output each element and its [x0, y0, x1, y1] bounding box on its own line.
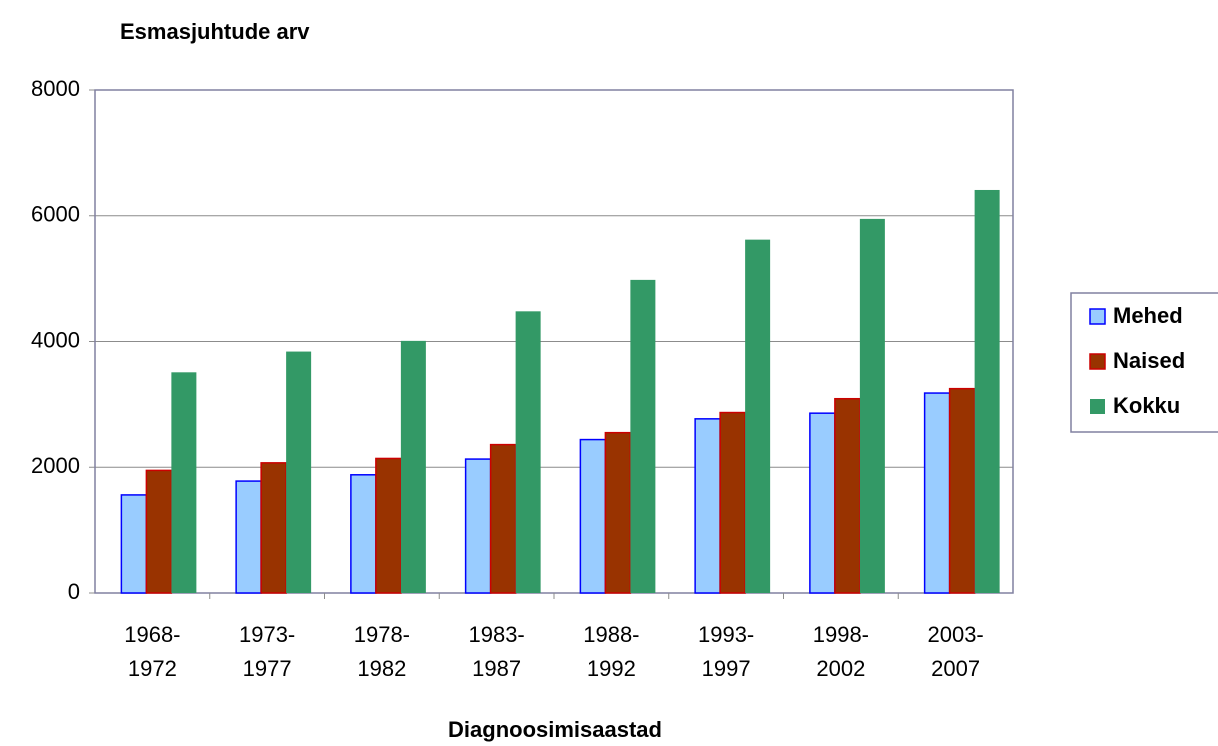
bar [948, 387, 976, 594]
legend-label: Naised [1113, 348, 1185, 373]
bar [400, 340, 426, 593]
bar [515, 311, 541, 593]
y-tick-label: 8000 [31, 76, 80, 101]
bar [350, 474, 377, 594]
bar [630, 279, 656, 593]
x-tick-label: 1983- 1987 [468, 622, 524, 681]
bar [834, 397, 861, 594]
bar [604, 431, 632, 594]
bar [923, 392, 951, 594]
legend-label: Mehed [1113, 303, 1183, 328]
x-tick-label-line: 1998- [813, 622, 869, 647]
bar [171, 372, 197, 593]
bar [375, 457, 402, 594]
x-tick-label: 1973- 1977 [239, 622, 295, 681]
bar [974, 189, 1000, 593]
x-tick-label-line: 1997 [702, 656, 751, 681]
bar [809, 412, 836, 594]
x-tick-label-line: 1978- [354, 622, 410, 647]
bar [745, 239, 771, 593]
y-tick-label: 4000 [31, 327, 80, 352]
x-tick-label-line: 1983- [468, 622, 524, 647]
x-tick-label-line: 1987 [472, 656, 521, 681]
chart-title: Esmasjuhtude arv [120, 19, 310, 44]
x-tick-label-line: 1988- [583, 622, 639, 647]
x-tick-label: 1993- 1997 [698, 622, 754, 681]
x-tick-label-line: 1973- [239, 622, 295, 647]
x-tick-label-line: 1982 [357, 656, 406, 681]
bar [489, 443, 517, 594]
legend-swatch [1089, 308, 1106, 325]
x-tick-label: 1978- 1982 [354, 622, 410, 681]
bar [120, 494, 148, 594]
bar [694, 418, 721, 594]
bar [579, 438, 607, 594]
legend-label: Kokku [1113, 393, 1180, 418]
y-tick-label: 6000 [31, 202, 80, 227]
y-tick-label: 0 [68, 579, 80, 604]
bar [286, 351, 312, 593]
bar [235, 480, 262, 594]
legend-swatch [1090, 399, 1105, 414]
x-tick-label: 1988- 1992 [583, 622, 639, 681]
x-tick-label: 2003- 2007 [927, 622, 983, 681]
bar [145, 469, 173, 594]
bar [719, 411, 746, 594]
x-tick-label-line: 1993- [698, 622, 754, 647]
x-tick-label-line: 1972 [128, 656, 177, 681]
x-tick-label: 1998- 2002 [813, 622, 869, 681]
x-tick-label: 1968- 1972 [124, 622, 180, 681]
x-tick-label-line: 2003- [927, 622, 983, 647]
x-tick-label-line: 2002 [816, 656, 865, 681]
x-tick-label-line: 2007 [931, 656, 980, 681]
x-axis-title: Diagnoosimisaastad [448, 717, 662, 742]
bar [260, 462, 287, 594]
bar [859, 218, 885, 594]
x-tick-label-line: 1992 [587, 656, 636, 681]
x-tick-label-line: 1968- [124, 622, 180, 647]
y-tick-label: 2000 [31, 453, 80, 478]
bar [464, 458, 492, 594]
legend-swatch [1089, 353, 1106, 370]
x-tick-label-line: 1977 [243, 656, 292, 681]
